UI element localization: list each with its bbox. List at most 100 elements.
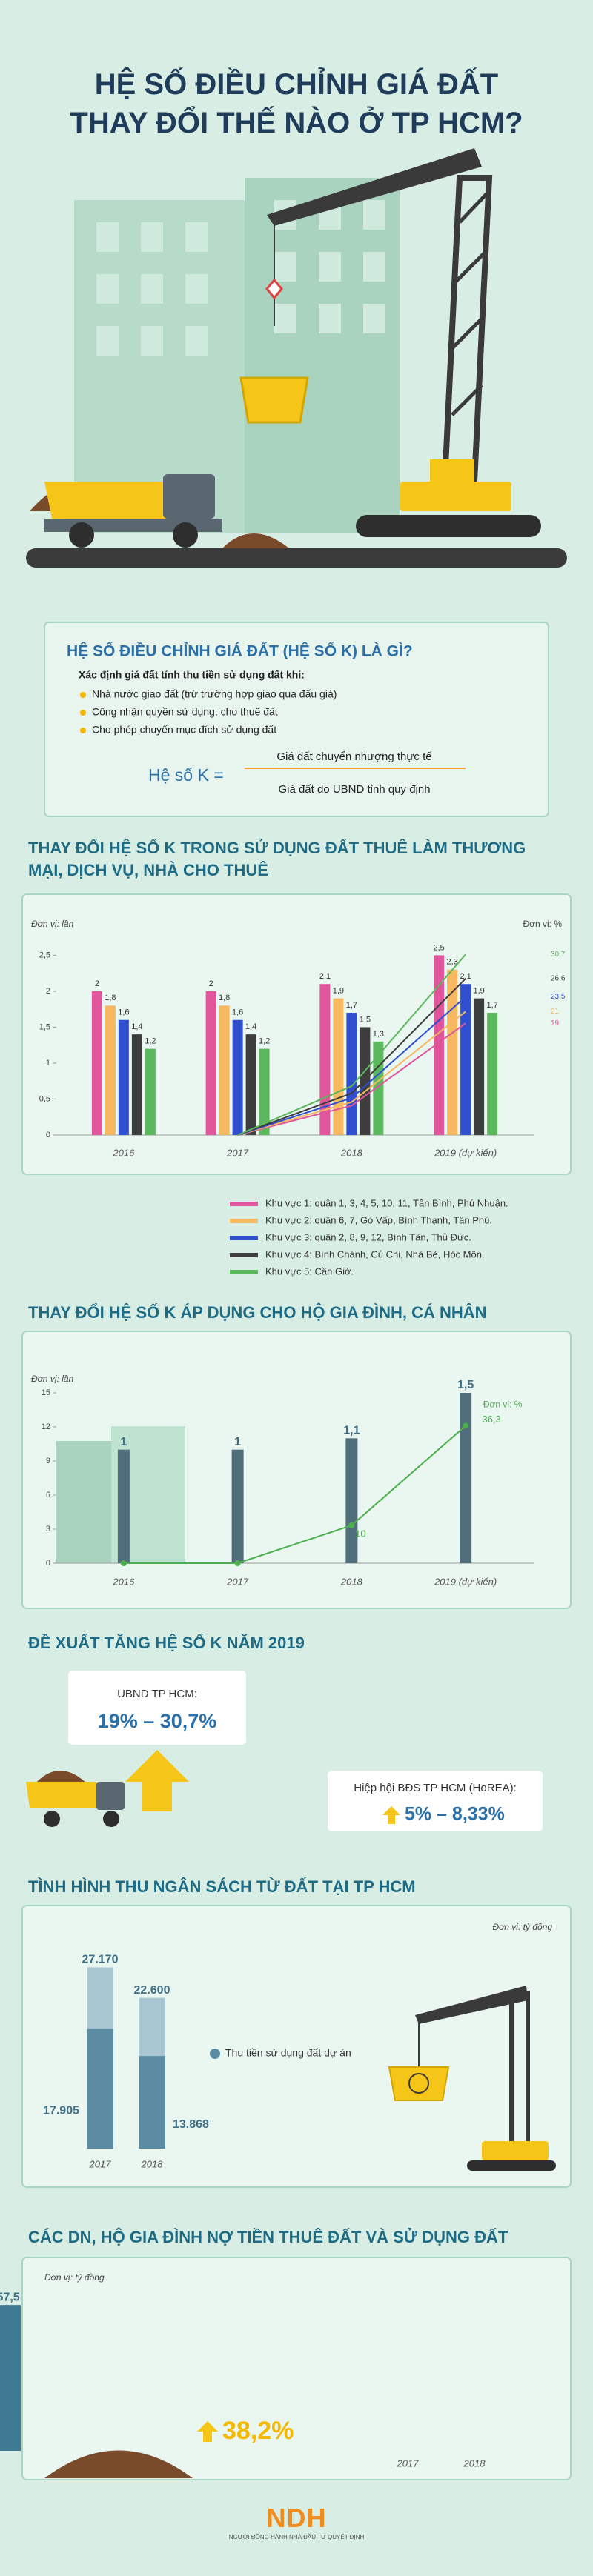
value-label: 2 bbox=[95, 979, 99, 988]
formula-numerator: Giá đất chuyển nhượng thực tế bbox=[276, 750, 432, 763]
y-tick-label: 3 bbox=[46, 1525, 50, 1534]
line-label: 19 bbox=[551, 1019, 560, 1028]
proposal: UBND TP HCM: 19% – 30,7% Hiệp hội BĐS TP… bbox=[26, 1671, 543, 1831]
line bbox=[237, 1022, 466, 1136]
value-label: 1,9 bbox=[473, 987, 484, 996]
bar bbox=[205, 991, 216, 1135]
value-label: 1 bbox=[120, 1436, 127, 1448]
y-tick-label: 15 bbox=[42, 1388, 50, 1397]
bar bbox=[219, 1005, 230, 1135]
x-tick-label: 2018 bbox=[340, 1147, 363, 1158]
bar bbox=[346, 1013, 357, 1135]
value-label: 22.600 bbox=[134, 1984, 170, 1997]
section-title: THAY ĐỔI HỆ SỐ K ÁP DỤNG CHO HỘ GIA ĐÌNH… bbox=[28, 1303, 487, 1322]
y-tick-label: 0,5 bbox=[39, 1094, 50, 1103]
footer: NDH NGƯỜI ĐỒNG HÀNH NHÀ ĐẦU TƯ QUYẾT ĐỊN… bbox=[0, 2503, 593, 2540]
value-label: 1,8 bbox=[219, 994, 230, 1002]
y-tick-label: 0 bbox=[46, 1131, 50, 1139]
debt-illustration bbox=[44, 2421, 218, 2478]
unit-label: Đơn vị: lần bbox=[31, 919, 74, 929]
line-point bbox=[120, 1560, 127, 1566]
bullet: Công nhận quyền sử dụng, cho thuê đất bbox=[92, 706, 278, 718]
bar bbox=[447, 969, 458, 1135]
formula-denominator: Giá đất do UBND tỉnh quy định bbox=[278, 783, 430, 796]
horea-label: Hiệp hội BĐS TP HCM (HoREA): bbox=[354, 1782, 517, 1794]
value-label: 1,4 bbox=[245, 1022, 256, 1031]
value-label: 1,7 bbox=[486, 1001, 497, 1010]
line-label: 36,3 bbox=[482, 1414, 500, 1425]
bar bbox=[105, 1005, 116, 1135]
y-tick-label: 0 bbox=[46, 1559, 50, 1568]
definition-title: HỆ SỐ ĐIỀU CHỈNH GIÁ ĐẤT (HỆ SỐ K) LÀ GÌ… bbox=[67, 642, 413, 660]
bar bbox=[91, 991, 102, 1135]
section-title: ĐỀ XUẤT TĂNG HỆ SỐ K NĂM 2019 bbox=[28, 1634, 305, 1652]
y-tick-label: 2 bbox=[46, 987, 50, 996]
bar bbox=[231, 1449, 244, 1563]
x-tick-label: 2017 bbox=[397, 2457, 420, 2469]
value-label: 1,1 bbox=[343, 1425, 360, 1437]
bar bbox=[373, 1041, 384, 1135]
legend-label: Khu vực 1: quận 1, 3, 4, 5, 10, 11, Tân … bbox=[265, 1197, 508, 1208]
logo: NDH bbox=[266, 2503, 327, 2533]
bar bbox=[487, 1013, 498, 1135]
page-title: HỆ SỐ ĐIỀU CHỈNH GIÁ ĐẤT THAY ĐỔI THẾ NÀ… bbox=[0, 65, 593, 142]
line-label: 26,6 bbox=[551, 974, 566, 982]
value-label: 2 bbox=[209, 979, 213, 988]
bar bbox=[0, 2305, 21, 2451]
y-tick-label: 2,5 bbox=[39, 951, 50, 959]
unit-label: Đơn vị: tỷ đồng bbox=[492, 1922, 552, 1932]
y-tick-label: 6 bbox=[46, 1491, 50, 1500]
title-line: HỆ SỐ ĐIỀU CHỈNH GIÁ ĐẤT bbox=[94, 68, 499, 101]
value-label: 27.170 bbox=[82, 1954, 119, 1966]
annotation: 38,2% bbox=[222, 2417, 294, 2445]
line bbox=[237, 978, 466, 1136]
value-label: 1,6 bbox=[232, 1008, 243, 1017]
line bbox=[237, 996, 466, 1136]
chart-box bbox=[21, 893, 572, 1175]
value-label: 1,8 bbox=[105, 994, 116, 1002]
definition-intro: Xác định giá đất tính thu tiền sử dụng đ… bbox=[79, 669, 305, 681]
line-label: 21 bbox=[551, 1008, 560, 1016]
bar bbox=[145, 1048, 156, 1135]
y-tick-label: 12 bbox=[42, 1422, 50, 1431]
bar bbox=[474, 998, 485, 1135]
tagline: NGƯỜI ĐỒNG HÀNH NHÀ ĐẦU TƯ QUYẾT ĐỊNH bbox=[228, 2534, 365, 2540]
unit-label: Đơn vị: lần bbox=[31, 1374, 74, 1384]
x-tick-label: 2019 (dự kiến) bbox=[434, 1147, 497, 1158]
bar bbox=[460, 1393, 472, 1563]
ubnd-label: UBND TP HCM: bbox=[117, 1688, 197, 1700]
value-label: 1 bbox=[234, 1436, 241, 1448]
legend-label: Khu vực 2: quận 6, 7, Gò Vấp, Bình Thạnh… bbox=[265, 1214, 492, 1225]
unit-label: Đơn vị: tỷ đồng bbox=[44, 2272, 105, 2283]
line-point bbox=[348, 1522, 355, 1528]
x-tick-label: 2016 bbox=[112, 1576, 135, 1587]
x-tick-label: 2017 bbox=[226, 1576, 249, 1587]
bar bbox=[139, 2056, 165, 2149]
crane-illustration bbox=[388, 1986, 556, 2171]
line bbox=[123, 1425, 466, 1564]
x-tick-label: 2017 bbox=[226, 1147, 249, 1158]
value-label: 17.905 bbox=[43, 2105, 79, 2117]
value-label: 2,5 bbox=[433, 943, 444, 952]
bar bbox=[259, 1048, 270, 1135]
bar bbox=[87, 2028, 113, 2149]
bar bbox=[434, 955, 445, 1135]
x-tick-label: 2017 bbox=[89, 2158, 112, 2169]
bar bbox=[131, 1034, 142, 1135]
x-tick-label: 2018 bbox=[141, 2158, 164, 2169]
y-tick-label: 9 bbox=[46, 1457, 50, 1465]
bar bbox=[333, 998, 344, 1135]
section-title: THAY ĐỔI HỆ SỐ K TRONG SỬ DỤNG ĐẤT THUÊ … bbox=[28, 839, 526, 879]
legend-label: Khu vực 4: Bình Chánh, Củ Chi, Nhà Bè, H… bbox=[265, 1248, 485, 1259]
value-label: 2,1 bbox=[460, 972, 471, 981]
value-label: 13.868 bbox=[173, 2118, 209, 2131]
line-label: 30,7 bbox=[551, 951, 566, 959]
unit-label: Đơn vị: % bbox=[523, 919, 562, 929]
title-line: THAY ĐỔI THẾ NÀO Ở TP HCM? bbox=[70, 107, 523, 139]
value-label: 1,2 bbox=[259, 1036, 270, 1045]
section-title: TÌNH HÌNH THU NGÂN SÁCH TỪ ĐẤT TẠI TP HC… bbox=[28, 1877, 416, 1896]
chart-box bbox=[21, 2257, 572, 2480]
bar bbox=[460, 984, 471, 1135]
x-tick-label: 2018 bbox=[463, 2457, 486, 2469]
